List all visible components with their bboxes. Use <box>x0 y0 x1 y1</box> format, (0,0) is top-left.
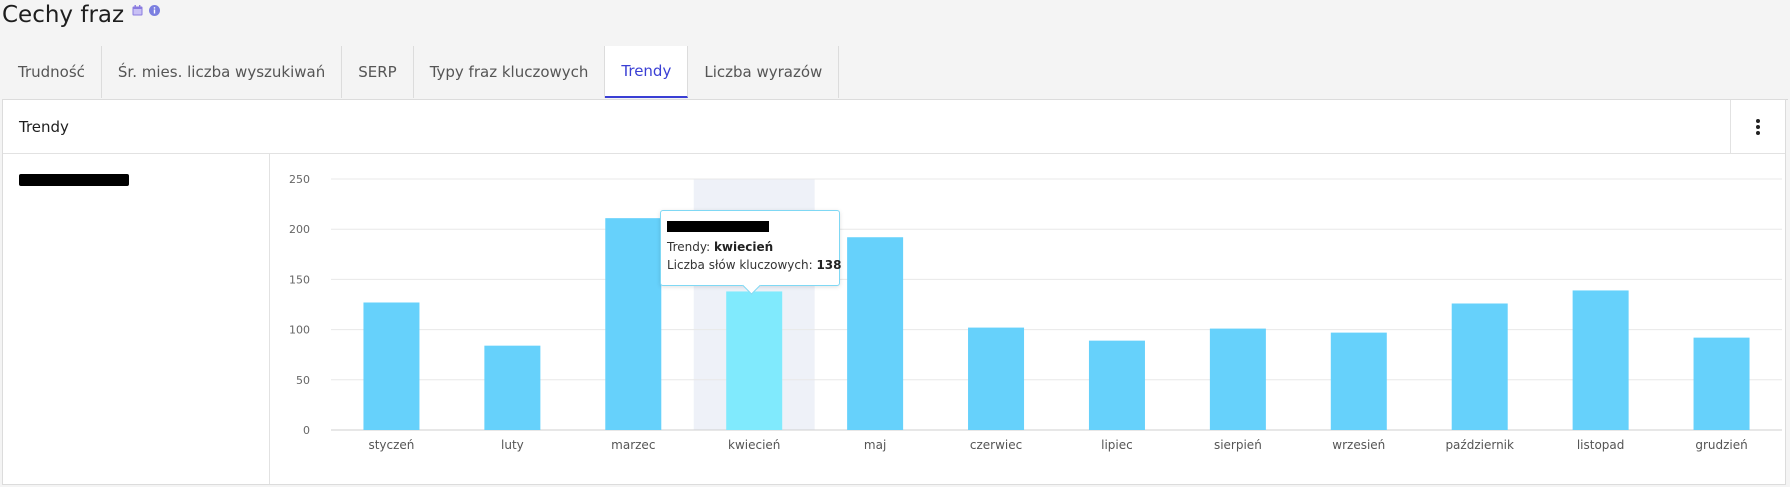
bar-luty[interactable] <box>484 345 541 430</box>
tooltip-redacted-keyword <box>667 221 769 232</box>
tooltip-value: 138 <box>816 258 842 272</box>
bar-listopad[interactable] <box>1572 290 1629 430</box>
bar-maj[interactable] <box>847 237 904 430</box>
calendar-icon[interactable] <box>132 4 143 16</box>
more-vertical-icon <box>1756 118 1760 135</box>
page-title-text: Cechy fraz <box>2 2 125 28</box>
bar-czerwiec[interactable] <box>968 327 1025 430</box>
page-title: Cechy fraz <box>2 0 161 30</box>
bar-wrzesień[interactable] <box>1330 332 1387 430</box>
more-options-button[interactable] <box>1730 100 1785 153</box>
panel-body: 0 50 100 150 200 250 styczeń luty marzec kwiecień… <box>3 154 1785 484</box>
x-tick-label: kwiecień <box>728 438 780 452</box>
bar-październik[interactable] <box>1451 303 1508 430</box>
trends-panel: Trendy 0 50 100 150 200 250 styczeń luty marzec k… <box>2 99 1786 485</box>
keyword-list <box>3 154 270 484</box>
x-tick-label: listopad <box>1577 438 1625 452</box>
tab-typy-fraz-kluczowych[interactable]: Typy fraz kluczowych <box>414 46 606 98</box>
bar-grudzień[interactable] <box>1693 337 1750 430</box>
x-tick-label: luty <box>501 438 524 452</box>
bar-styczeń[interactable] <box>363 302 420 430</box>
x-tick-label: maj <box>864 438 886 452</box>
trends-bar-chart: 0 50 100 150 200 250 styczeń luty marzec kwiecień… <box>289 173 1782 452</box>
y-tick-label: 50 <box>296 374 310 387</box>
tooltip-month: kwiecień <box>713 240 774 254</box>
panel-header: Trendy <box>3 100 1785 154</box>
tooltip-series-prefix: Trendy: <box>667 240 711 254</box>
tooltip-value-line: Liczba słów kluczowych: 138 <box>667 256 842 274</box>
y-tick-label: 0 <box>303 424 310 437</box>
bar-marzec[interactable] <box>605 218 662 430</box>
info-icon[interactable] <box>149 4 161 16</box>
y-tick-label: 250 <box>289 173 310 186</box>
x-tick-label: grudzień <box>1695 438 1747 452</box>
panel-title: Trendy <box>19 117 69 136</box>
x-tick-label: październik <box>1445 438 1514 452</box>
x-tick-label: lipiec <box>1101 438 1133 452</box>
chart-area: 0 50 100 150 200 250 styczeń luty marzec kwiecień… <box>270 154 1785 484</box>
tab-sr-mies-liczba-wyszukiwan[interactable]: Śr. mies. liczba wyszukiwań <box>102 46 343 98</box>
tooltip-metric-label: Liczba słów kluczowych: <box>667 258 813 272</box>
tab-liczba-wyrazow[interactable]: Liczba wyrazów <box>688 46 840 98</box>
bar-kwiecień[interactable] <box>726 291 783 430</box>
chart-tooltip: Trendy: kwiecień Liczba słów kluczowych:… <box>660 210 842 286</box>
tooltip-period-line: Trendy: kwiecień <box>667 238 833 256</box>
bar-sierpień[interactable] <box>1209 328 1266 430</box>
x-tick-label: marzec <box>611 438 655 452</box>
y-tick-label: 200 <box>289 223 310 236</box>
bar-lipiec[interactable] <box>1088 340 1145 430</box>
y-tick-label: 100 <box>289 324 310 337</box>
redacted-keyword[interactable] <box>19 174 129 186</box>
x-tick-label: styczeń <box>368 438 414 452</box>
x-tick-label: sierpień <box>1214 438 1262 452</box>
tab-trudnosc[interactable]: Trudność <box>2 46 102 98</box>
x-tick-label: czerwiec <box>970 438 1022 452</box>
tab-bar: Trudność Śr. mies. liczba wyszukiwań SER… <box>2 46 1788 100</box>
y-tick-label: 150 <box>289 273 310 286</box>
tab-trendy[interactable]: Trendy <box>605 46 689 98</box>
tab-serp[interactable]: SERP <box>342 46 414 98</box>
x-tick-label: wrzesień <box>1332 438 1385 452</box>
